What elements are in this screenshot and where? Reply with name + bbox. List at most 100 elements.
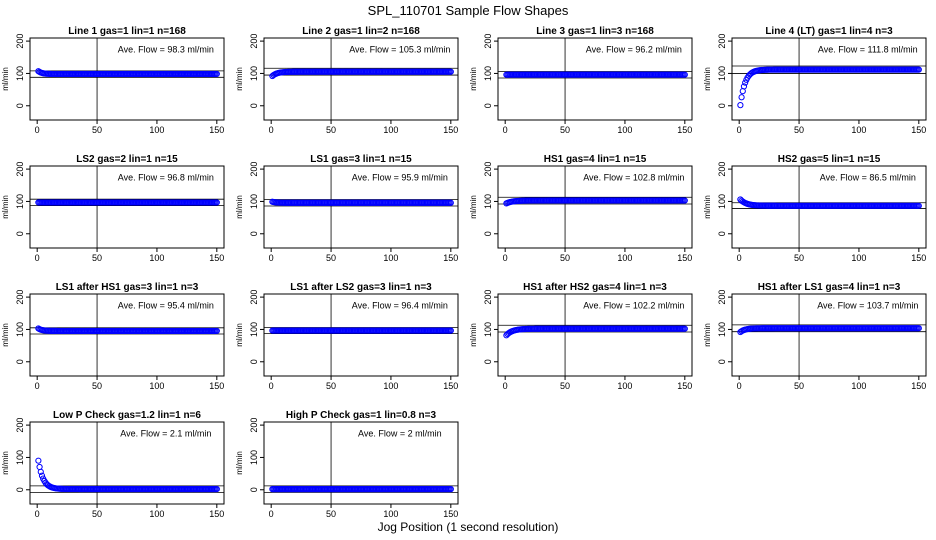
plot-frame (497, 37, 693, 121)
data-series (35, 68, 220, 78)
panel: Line 4 (LT) gas=1 lin=4 n=3 0 50 100 150 0 100… (703, 26, 927, 135)
x-tick-label: 100 (383, 509, 398, 519)
x-tick-label: 150 (209, 509, 224, 519)
data-point (213, 327, 220, 335)
data-series (269, 486, 454, 493)
plot-frame (497, 293, 693, 377)
x-tick-label: 150 (209, 253, 224, 263)
y-tick-label: 200 (717, 162, 727, 177)
plot-frame (29, 293, 225, 377)
data-point (681, 71, 688, 78)
panel-title: LS1 after LS2 gas=3 lin=1 n=3 (290, 282, 432, 293)
y-axis-label: ml/min (235, 323, 244, 347)
y-tick-label: 0 (249, 359, 259, 364)
x-tick-label: 150 (911, 253, 926, 263)
data-point (213, 70, 220, 78)
panel-title: LS2 gas=2 lin=1 n=15 (76, 154, 178, 165)
y-axis-label: ml/min (469, 195, 478, 219)
x-tick-label: 100 (149, 509, 164, 519)
y-tick-label: 0 (15, 103, 25, 108)
x-tick-label: 100 (851, 125, 866, 135)
data-point (36, 463, 43, 471)
y-tick-label: 200 (249, 418, 259, 433)
y-axis-label: ml/min (1, 323, 10, 347)
x-tick-label: 0 (503, 381, 508, 391)
plot-frame (731, 165, 927, 249)
x-tick-label: 100 (383, 381, 398, 391)
data-series (269, 198, 454, 206)
y-tick-label: 0 (15, 359, 25, 364)
x-tick-label: 0 (269, 381, 274, 391)
y-tick-label: 100 (15, 322, 25, 337)
panel: Line 2 gas=1 lin=2 n=168 0 50 100 150 0 100 200… (235, 26, 459, 135)
plot-frame (29, 37, 225, 121)
x-tick-label: 50 (326, 509, 336, 519)
y-axis-label: ml/min (469, 67, 478, 91)
data-series (35, 199, 220, 206)
x-tick-label: 100 (617, 125, 632, 135)
y-tick-label: 100 (15, 194, 25, 209)
data-point (681, 325, 688, 332)
data-point (447, 486, 454, 493)
y-tick-label: 100 (483, 194, 493, 209)
x-axis-label: Jog Position (1 second resolution) (378, 520, 559, 534)
x-tick-label: 50 (326, 125, 336, 135)
x-tick-label: 150 (677, 381, 692, 391)
data-series (503, 71, 688, 78)
data-series (269, 327, 454, 334)
x-tick-label: 0 (737, 253, 742, 263)
panel-title: HS1 gas=4 lin=1 n=15 (544, 154, 647, 165)
x-tick-label: 150 (443, 509, 458, 519)
plot-frame (29, 421, 225, 505)
data-point (447, 68, 454, 75)
panel: HS1 after LS1 gas=4 lin=1 n=3 0 50 100 150 0 1… (703, 282, 927, 391)
average-flow-annotation: Ave. Flow = 103.7 ml/min (817, 300, 918, 310)
average-flow-annotation: Ave. Flow = 95.4 ml/min (118, 300, 214, 310)
x-tick-label: 150 (443, 125, 458, 135)
x-tick-label: 50 (560, 381, 570, 391)
plot-frame (29, 165, 225, 249)
data-point (37, 468, 44, 475)
panel: Line 1 gas=1 lin=1 n=168 0 50 100 150 0 100 200… (1, 26, 225, 135)
plot-frame (263, 293, 459, 377)
y-axis-label: ml/min (703, 323, 712, 347)
y-tick-label: 0 (15, 487, 25, 492)
y-tick-label: 200 (249, 162, 259, 177)
y-tick-label: 0 (717, 103, 727, 108)
panel-title: Low P Check gas=1.2 lin=1 n=6 (53, 410, 201, 421)
y-axis-label: ml/min (1, 451, 10, 475)
panel: LS1 gas=3 lin=1 n=15 0 50 100 150 0 100 200 ml/m… (235, 154, 459, 263)
y-axis-label: ml/min (1, 195, 10, 219)
y-tick-label: 200 (15, 290, 25, 305)
y-tick-label: 100 (15, 66, 25, 81)
y-tick-label: 0 (483, 103, 493, 108)
y-tick-label: 100 (483, 322, 493, 337)
x-tick-label: 100 (383, 253, 398, 263)
x-tick-label: 0 (35, 125, 40, 135)
data-point (213, 199, 220, 206)
y-axis-label: ml/min (703, 195, 712, 219)
data-series (269, 68, 454, 80)
panel-title: Line 4 (LT) gas=1 lin=4 n=3 (765, 26, 893, 37)
y-axis-label: ml/min (1, 67, 10, 91)
x-tick-label: 0 (737, 125, 742, 135)
y-tick-label: 100 (249, 194, 259, 209)
x-tick-label: 0 (503, 125, 508, 135)
x-tick-label: 100 (149, 125, 164, 135)
x-tick-label: 0 (737, 381, 742, 391)
panel: High P Check gas=1 lin=0.8 n=3 0 50 100 150 0… (235, 410, 459, 519)
average-flow-annotation: Ave. Flow = 98.3 ml/min (118, 44, 214, 54)
x-tick-label: 50 (92, 253, 102, 263)
x-tick-label: 50 (92, 381, 102, 391)
x-tick-label: 100 (851, 381, 866, 391)
average-flow-annotation: Ave. Flow = 2.1 ml/min (120, 428, 211, 438)
x-tick-label: 50 (794, 253, 804, 263)
y-tick-label: 100 (483, 66, 493, 81)
data-point (213, 485, 220, 493)
x-tick-label: 50 (326, 253, 336, 263)
y-tick-label: 200 (15, 34, 25, 49)
panel-title: Line 3 gas=1 lin=3 n=168 (536, 26, 654, 37)
x-tick-label: 50 (92, 125, 102, 135)
x-tick-label: 0 (503, 253, 508, 263)
